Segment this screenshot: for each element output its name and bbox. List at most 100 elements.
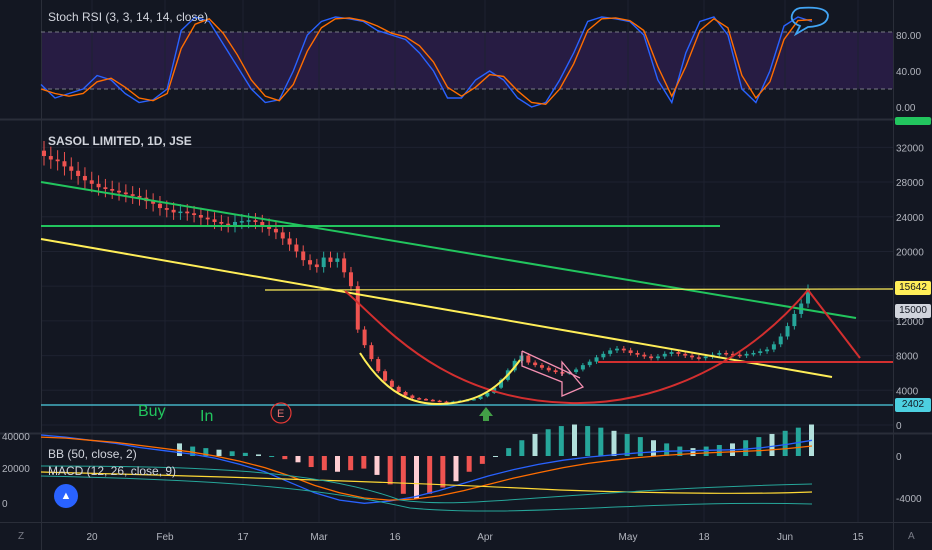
macd-title[interactable]: MACD (12, 26, close, 9) xyxy=(48,464,177,478)
macd-histogram-bar xyxy=(282,456,288,460)
bb-lower-line xyxy=(40,475,813,512)
time-tick-label: 16 xyxy=(389,532,401,543)
bb-title[interactable]: BB (50, close, 2) xyxy=(48,447,137,461)
green-downtrend-line xyxy=(40,181,857,319)
price-tick-label: 8000 xyxy=(896,352,919,363)
macd-histogram-bar xyxy=(795,427,801,456)
price-tick-label: 0 xyxy=(896,421,902,432)
candle-body xyxy=(103,187,108,189)
price-badge-cyan: 2402 xyxy=(895,398,931,412)
candle-body xyxy=(580,365,585,370)
candle-body xyxy=(485,392,490,397)
candle-body xyxy=(655,356,660,359)
candle-body xyxy=(703,356,708,359)
candle-body xyxy=(424,398,428,401)
candle-body xyxy=(212,219,217,222)
candle-body xyxy=(321,257,326,268)
candle-body xyxy=(410,395,415,399)
drawings xyxy=(40,181,894,421)
time-tick-label: May xyxy=(619,532,638,543)
macd-histogram-bar xyxy=(637,437,643,456)
candle-body xyxy=(669,352,674,354)
macd-histogram-bar xyxy=(387,456,393,485)
candle-body xyxy=(253,220,258,222)
candle-body xyxy=(362,329,367,346)
candle-body xyxy=(48,156,53,160)
candle-body xyxy=(526,355,531,363)
candle-body xyxy=(383,371,388,381)
macd-right-tick: -4000 xyxy=(896,494,922,505)
candle-body xyxy=(267,225,272,229)
macd-histogram-bar xyxy=(348,456,354,471)
candle-body xyxy=(157,203,162,209)
macd-histogram-bar xyxy=(756,437,762,456)
candle-body xyxy=(76,170,81,176)
macd-histogram-bar xyxy=(651,440,656,456)
speech-bubble-drawing xyxy=(790,6,829,37)
macd-histogram-bar xyxy=(743,440,749,456)
time-tick-label: Feb xyxy=(156,532,174,543)
candle-body xyxy=(744,353,749,356)
candle-body xyxy=(642,354,647,357)
macd-histogram-bar xyxy=(558,426,564,456)
macd-left-tick: 0 xyxy=(2,499,8,510)
candle-body xyxy=(615,348,619,351)
candle-body xyxy=(164,208,169,210)
price-tick-label: 24000 xyxy=(896,213,924,224)
candle-body xyxy=(69,166,74,171)
candle-body xyxy=(478,396,483,399)
macd-histogram-bar xyxy=(545,429,551,456)
macd-histogram-bar xyxy=(256,454,261,456)
macd-histogram-bar xyxy=(335,456,340,472)
price-tick-label: 12000 xyxy=(896,317,924,328)
macd-histogram-bar xyxy=(624,433,630,456)
candle-body xyxy=(758,351,763,353)
macd-histogram-bar xyxy=(242,452,248,456)
candle-body xyxy=(621,348,626,351)
candle-body xyxy=(273,228,278,233)
stoch-rsi-lines xyxy=(40,6,829,108)
macd-histogram-bar xyxy=(598,427,604,456)
macd-histogram-bar xyxy=(216,449,222,456)
candle-body xyxy=(587,361,592,366)
candle-body xyxy=(287,238,292,245)
stoch-overbought-band xyxy=(41,32,893,89)
candle-body xyxy=(444,401,449,404)
red-projection-line xyxy=(807,289,861,359)
pullback-arrow-drawing xyxy=(521,350,585,397)
stoch-d-line xyxy=(40,17,813,106)
corner-right[interactable]: A xyxy=(908,531,915,542)
macd-left-tick: 20000 xyxy=(2,464,30,475)
price-tick-label: 20000 xyxy=(896,247,924,258)
candle-body xyxy=(123,192,128,195)
candle-body xyxy=(806,289,810,304)
candle-body xyxy=(765,349,770,352)
candle-body xyxy=(335,258,340,262)
price-tick-label: 32000 xyxy=(896,143,924,154)
candle-body xyxy=(151,201,156,204)
macd-histogram-bar xyxy=(440,456,446,488)
logo-icon[interactable]: ▲ xyxy=(54,484,78,508)
candle-body xyxy=(683,353,688,356)
time-tick-label: 15 xyxy=(852,532,864,543)
candle-body xyxy=(117,190,122,193)
macd-histogram-bar xyxy=(506,448,512,456)
candle-body xyxy=(737,354,742,357)
candle-body xyxy=(376,359,381,372)
candle-body xyxy=(219,221,224,224)
stoch-k-line xyxy=(40,16,813,108)
earnings-marker[interactable] xyxy=(270,402,292,424)
time-tick-label: 17 xyxy=(237,532,249,543)
macd-histogram-bar xyxy=(519,440,525,456)
candle-body xyxy=(355,286,360,330)
candle-body xyxy=(771,344,776,350)
candle-body xyxy=(62,161,67,167)
corner-left[interactable]: Z xyxy=(18,531,25,542)
macd-histogram-bar xyxy=(769,433,775,456)
candle-body xyxy=(717,352,722,355)
stoch-title[interactable]: Stoch RSI (3, 3, 14, 14, close) xyxy=(48,10,209,24)
candle-body xyxy=(130,194,135,196)
symbol-title[interactable]: SASOL LIMITED, 1D, JSE xyxy=(48,134,192,148)
candle-body xyxy=(342,258,347,273)
